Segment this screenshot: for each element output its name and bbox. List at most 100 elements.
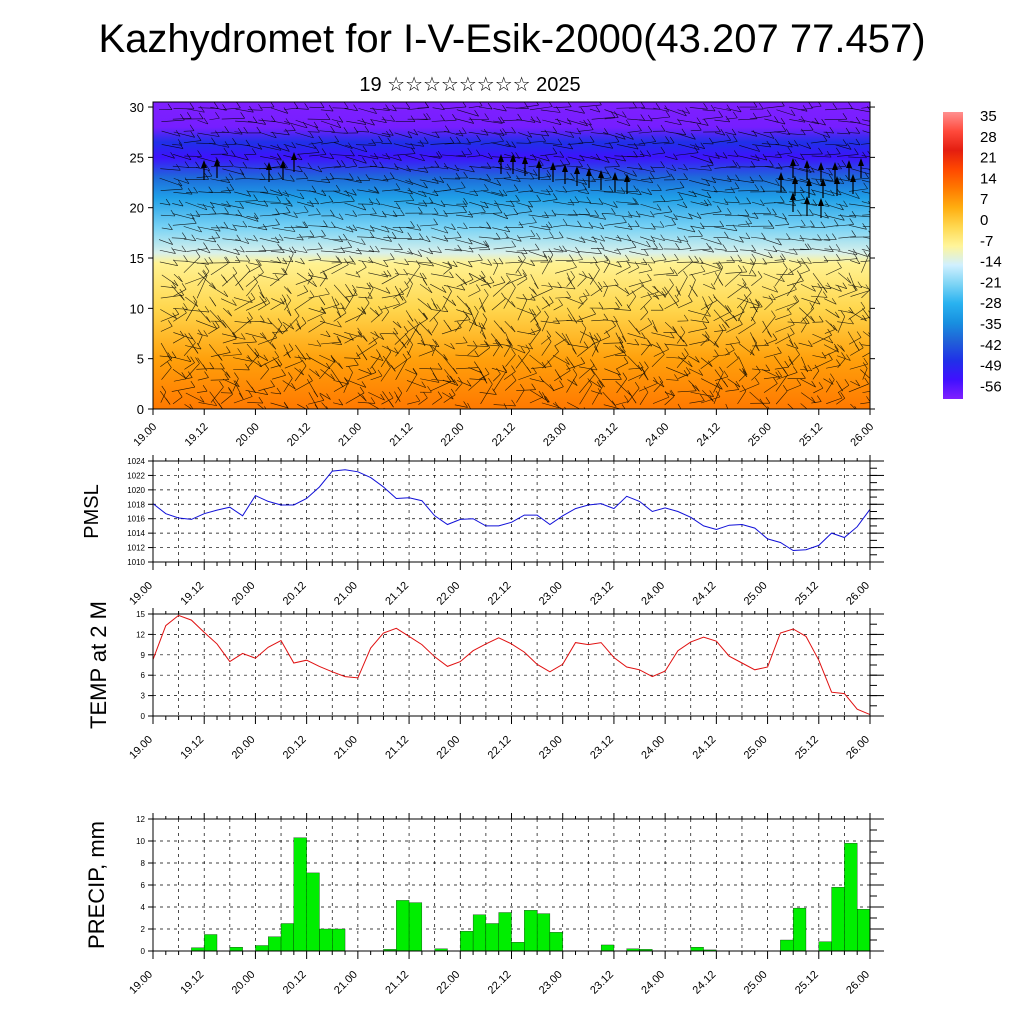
wind-barb: [430, 142, 454, 145]
wind-barb-feather: [679, 335, 685, 343]
wind-barb: [468, 376, 484, 391]
wind-barb: [604, 222, 627, 226]
wind-barb-feather: [309, 290, 315, 297]
wind-barb-feather: [799, 234, 805, 242]
wind-barb-feather: [402, 295, 407, 303]
y-axis-title: TEMP at 2 M: [86, 601, 111, 729]
wind-barb-feather: [171, 281, 177, 289]
wind-barb-feather: [243, 126, 248, 134]
wind-barb-feather: [386, 130, 391, 138]
wind-barb: [713, 107, 731, 111]
wind-barb-feather: [598, 302, 604, 309]
wind-barb-feather: [369, 245, 375, 252]
wind-barb-feather: [224, 207, 229, 214]
wind-barb: [774, 202, 796, 206]
wind-barb: [739, 383, 760, 393]
wind-barb: [553, 106, 572, 108]
wind-barb-feather: [592, 236, 597, 243]
wind-barb: [651, 332, 675, 339]
wind-barb-feather: [557, 138, 563, 146]
wind-barb-feather: [683, 173, 688, 180]
wind-barb: [688, 167, 712, 171]
wind-barb: [530, 311, 541, 323]
wind-barb-feather: [651, 223, 656, 230]
wind-barb-feather: [828, 378, 834, 385]
wind-barb: [690, 129, 702, 132]
wind-barb-feather: [777, 346, 782, 354]
wind-barb: [209, 117, 220, 121]
wind-barb-feather: [391, 365, 396, 372]
wind-barb: [666, 356, 686, 359]
wind-barb: [861, 201, 870, 205]
wind-barb-feather: [338, 116, 344, 123]
wind-barb-feather: [755, 145, 760, 152]
wind-barb-feather: [569, 198, 575, 206]
wind-barb-feather: [500, 116, 505, 123]
wind-barb: [183, 226, 202, 233]
wind-barb: [516, 389, 536, 391]
wind-barb-feather: [280, 246, 285, 253]
wind-barb-feather: [693, 146, 699, 153]
wind-barb-feather: [192, 217, 197, 224]
wind-barb-feather: [224, 126, 229, 133]
wind-barb-feather: [583, 119, 588, 127]
wind-barb: [259, 333, 277, 350]
wind-barb: [406, 283, 413, 298]
wind-barb: [725, 389, 739, 392]
wind-barb: [675, 152, 699, 156]
wind-barb-feather: [303, 221, 309, 228]
wind-barb: [294, 250, 308, 253]
wind-barb: [542, 237, 554, 240]
wind-barb: [811, 105, 822, 108]
wind-barb: [837, 316, 846, 333]
wind-barb: [381, 397, 394, 405]
wind-barb: [516, 211, 532, 214]
wind-barb-feather: [269, 173, 274, 180]
wind-barb-feather: [328, 195, 334, 202]
wind-barb: [395, 273, 408, 276]
wind-barb: [260, 369, 269, 380]
wind-barb-feather: [488, 152, 493, 160]
cross-section-x-tick-label: 19.12: [183, 421, 211, 449]
wind-barb-feather: [635, 220, 640, 227]
wind-barb-feather: [435, 131, 440, 138]
wind-barb-feather: [794, 159, 799, 166]
wind-barb: [786, 276, 802, 297]
wind-barb-feather: [174, 307, 180, 315]
wind-barb: [333, 307, 345, 310]
wind-barb-feather: [349, 334, 354, 341]
wind-barb-feather: [178, 199, 184, 207]
wind-barb-feather: [836, 147, 841, 154]
wind-barb-feather: [275, 208, 280, 215]
wind-barb-feather: [467, 147, 472, 155]
wind-barb-feather: [577, 220, 582, 227]
wind-barb-feather: [306, 353, 311, 360]
wind-barb-feather: [754, 184, 760, 191]
wind-barb: [173, 312, 187, 322]
wind-barb-feather: [797, 209, 802, 216]
wind-barb-feather: [646, 150, 652, 157]
wind-barb: [345, 165, 357, 169]
wind-barb: [577, 342, 595, 357]
wind-barb: [220, 179, 234, 181]
wind-barb: [825, 320, 838, 332]
wind-barb: [505, 275, 527, 285]
wind-barb-feather: [862, 151, 867, 159]
wind-barb-feather: [730, 343, 735, 350]
wind-barb: [738, 118, 758, 121]
wind-barb: [493, 370, 507, 392]
wind-barb-feather: [215, 112, 220, 119]
wind-barb: [235, 108, 254, 113]
wind-barb-feather: [229, 159, 234, 167]
wind-barb: [727, 178, 740, 182]
wind-barb: [171, 285, 185, 301]
wind-barb-feather: [181, 245, 187, 252]
wind-barb-feather: [400, 209, 405, 216]
wind-barb-feather: [275, 218, 280, 225]
wind-barb: [725, 311, 745, 322]
wind-barb-feather: [511, 141, 516, 148]
wind-barb: [307, 400, 324, 405]
wind-barb: [381, 166, 399, 170]
wind-barb: [626, 192, 642, 196]
wind-barb: [640, 312, 649, 321]
